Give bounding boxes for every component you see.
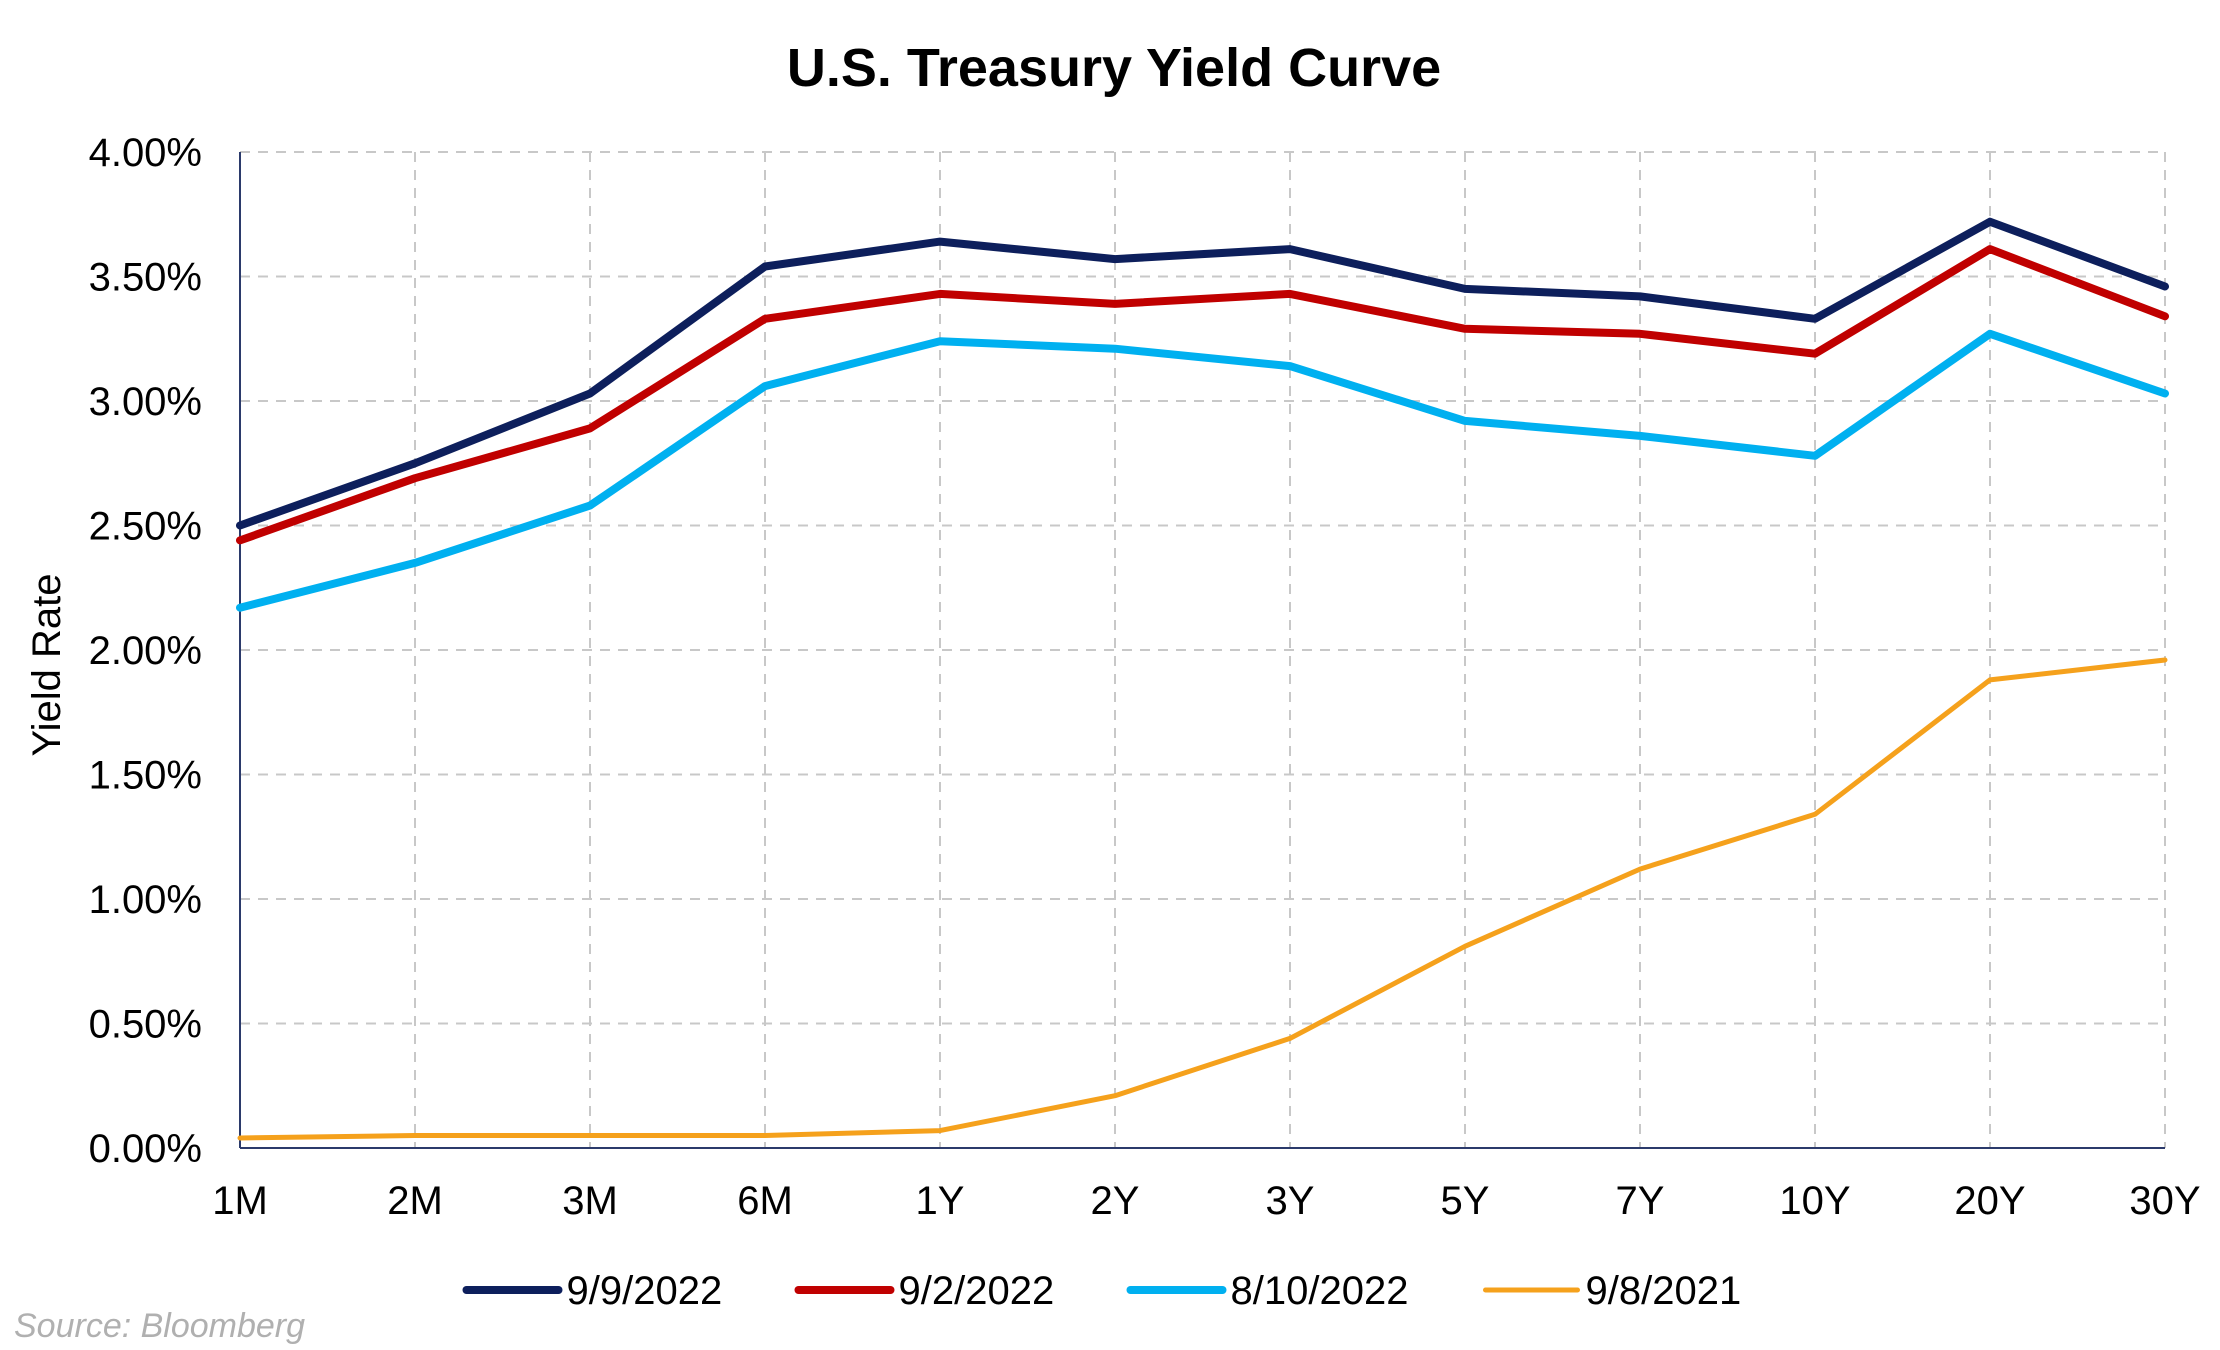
series-line-9-9-2022 — [236, 217, 2169, 530]
legend-label: 8/10/2022 — [1231, 1269, 1409, 1313]
legend-label: 9/2/2022 — [899, 1269, 1055, 1313]
legend-label: 9/8/2021 — [1586, 1269, 1742, 1313]
x-tick-label: 2M — [387, 1179, 443, 1223]
tick-labels: 0.00% 0.50% 1.00% 1.50% 2.00% 2.50% 3.00% 3.50%… — [89, 131, 2201, 1223]
series-line-8-10-2022 — [236, 329, 2169, 612]
y-tick-label: 0.00% — [89, 1127, 202, 1171]
y-tick-label: 3.50% — [89, 256, 202, 300]
legend-label: 9/9/2022 — [567, 1269, 723, 1313]
legend: 9/9/2022 9/2/2022 8/10/2022 9/8/2021 — [462, 1269, 1742, 1313]
series-line-9-2-2022 — [236, 245, 2169, 545]
gridlines — [240, 151, 2166, 1148]
x-tick-label: 20Y — [1954, 1179, 2025, 1223]
y-tick-label: 3.00% — [89, 380, 202, 424]
x-tick-label: 6M — [737, 1179, 793, 1223]
x-tick-label: 3Y — [1266, 1179, 1315, 1223]
x-tick-label: 2Y — [1091, 1179, 1140, 1223]
x-tick-label: 7Y — [1616, 1179, 1665, 1223]
chart-title: U.S. Treasury Yield Curve — [787, 38, 1441, 98]
x-tick-label: 30Y — [2129, 1179, 2200, 1223]
y-tick-label: 4.00% — [89, 131, 202, 175]
x-tick-label: 10Y — [1779, 1179, 1850, 1223]
y-tick-label: 2.50% — [89, 505, 202, 549]
x-tick-label: 1M — [212, 1179, 268, 1223]
y-tick-label: 1.50% — [89, 754, 202, 798]
source-note: Source: Bloomberg — [14, 1307, 305, 1345]
y-tick-label: 1.00% — [89, 878, 202, 922]
y-tick-label: 0.50% — [89, 1003, 202, 1047]
axes — [239, 152, 2165, 1149]
x-tick-label: 1Y — [916, 1179, 965, 1223]
y-tick-label: 2.00% — [89, 629, 202, 673]
x-tick-label: 5Y — [1441, 1179, 1490, 1223]
series-line-9-8-2021 — [237, 657, 2168, 1141]
y-axis-title: Yield Rate — [25, 573, 69, 756]
x-tick-label: 3M — [562, 1179, 618, 1223]
series-lines — [236, 217, 2169, 1141]
